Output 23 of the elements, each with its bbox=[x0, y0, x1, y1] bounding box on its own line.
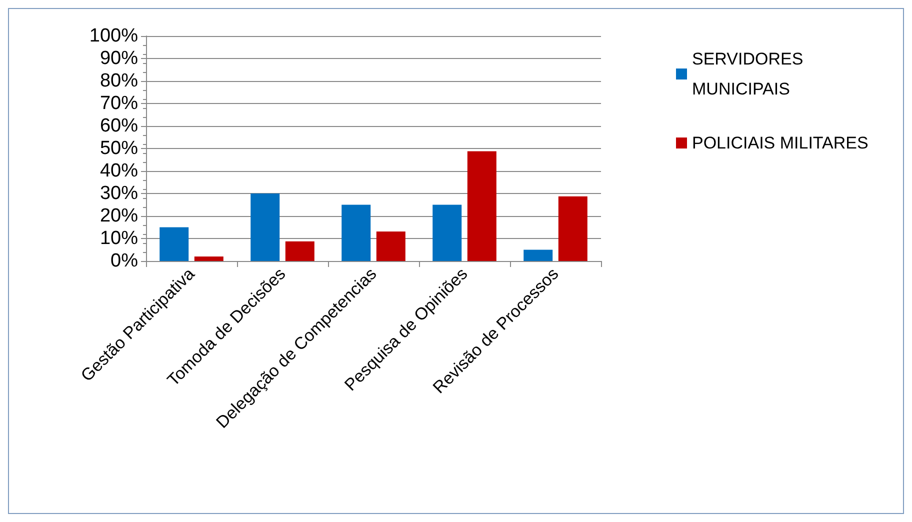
y-tick-label: 60% bbox=[100, 116, 138, 136]
legend-label: POLICIAIS MILITARES bbox=[692, 134, 868, 152]
bar bbox=[467, 151, 496, 261]
y-tick-label: 100% bbox=[89, 26, 138, 46]
y-tick-label: 20% bbox=[100, 206, 138, 226]
bar bbox=[558, 196, 588, 261]
y-tick-label: 90% bbox=[100, 48, 138, 69]
bar bbox=[194, 256, 224, 261]
bar bbox=[250, 194, 280, 261]
bar bbox=[342, 204, 371, 261]
y-tick-label: 10% bbox=[100, 228, 138, 249]
y-tick-label: 30% bbox=[100, 183, 138, 204]
bar bbox=[376, 232, 406, 261]
y-tick-label: 70% bbox=[100, 93, 138, 114]
legend-label: SERVIDORES MUNICIPAIS bbox=[692, 50, 804, 98]
bar bbox=[524, 250, 553, 261]
y-tick-label: 40% bbox=[100, 160, 138, 182]
bar bbox=[160, 227, 189, 261]
y-tick-label: 50% bbox=[100, 138, 138, 159]
y-tick-label: 80% bbox=[100, 70, 138, 92]
bar bbox=[432, 204, 462, 261]
y-tick-label: 0% bbox=[110, 250, 138, 272]
bar bbox=[285, 241, 314, 261]
